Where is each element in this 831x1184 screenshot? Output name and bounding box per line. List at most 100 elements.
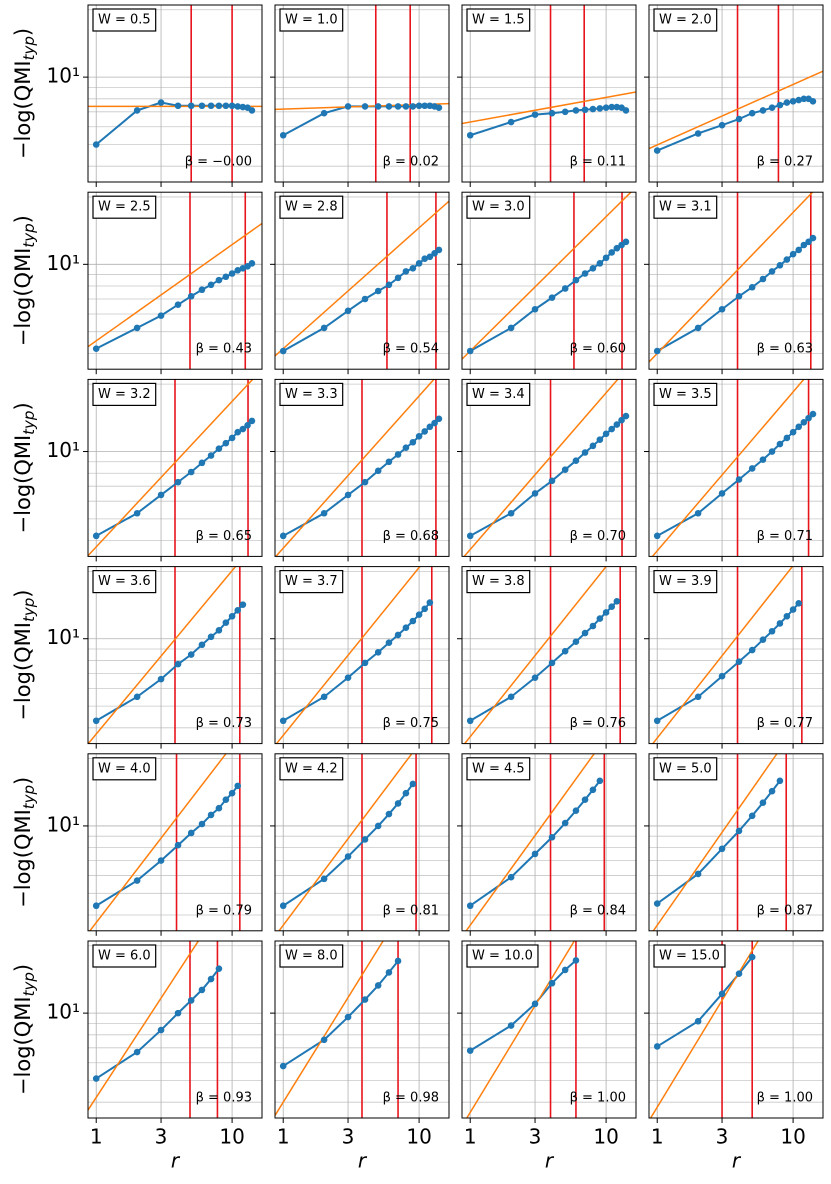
- x-tick-label: 3: [529, 1125, 542, 1149]
- y-axis-label-close: ): [11, 215, 35, 223]
- title-box: [92, 8, 157, 32]
- data-point: [466, 131, 474, 139]
- data-line: [656, 602, 800, 722]
- data-point: [385, 103, 393, 110]
- data-point: [466, 1047, 474, 1054]
- y-axis-label-main: −log(QMI: [11, 60, 35, 159]
- data-point: [361, 103, 369, 110]
- data-point: [92, 1075, 100, 1082]
- beta-label: β = 0.63: [757, 342, 813, 357]
- panel-frame: [461, 753, 637, 932]
- panel-frame: [461, 378, 637, 557]
- y-axis-label-main: −log(QMI: [11, 996, 35, 1095]
- data-point: [694, 130, 702, 137]
- data-point: [279, 532, 287, 540]
- data-point: [320, 324, 328, 332]
- data-point: [215, 102, 223, 110]
- panel: W = 4.5 β = 0.84: [457, 753, 637, 936]
- data-point: [776, 262, 784, 269]
- data-point: [157, 1026, 165, 1034]
- data-point: [394, 274, 402, 282]
- data-point: [409, 617, 417, 625]
- data-point: [174, 102, 182, 110]
- data-point: [394, 800, 402, 807]
- beta-label: β = 0.75: [383, 716, 439, 731]
- data-point: [207, 633, 215, 641]
- data-point: [415, 102, 423, 110]
- fit-line: [651, 566, 794, 744]
- fit-line: [649, 70, 823, 150]
- y-axis-label-close: ): [11, 777, 35, 785]
- y-axis-label: −log(QMItyp): [11, 777, 38, 908]
- data-point: [735, 827, 743, 835]
- data-point: [608, 425, 616, 433]
- data-point: [589, 442, 597, 450]
- panel-title: W = 3.5: [659, 387, 712, 402]
- data-point: [776, 620, 784, 627]
- data-point: [198, 102, 206, 110]
- data-point: [718, 672, 726, 680]
- data-point: [561, 966, 569, 974]
- data-point: [618, 416, 625, 424]
- data-point: [748, 465, 756, 472]
- data-point: [174, 660, 182, 668]
- data-point: [187, 829, 195, 837]
- data-point: [602, 430, 610, 438]
- panel-frame: [461, 566, 637, 745]
- panel-title: W = 3.8: [472, 574, 525, 589]
- panel-title: W = 15.0: [659, 949, 720, 964]
- data-line: [95, 785, 239, 907]
- panel-title: W = 1.0: [285, 13, 338, 28]
- data-point: [596, 105, 604, 112]
- data-line: [656, 237, 814, 352]
- x-tick-label: 1: [90, 1125, 103, 1149]
- data-point: [783, 99, 791, 106]
- fit-line: [275, 941, 384, 1116]
- data-point: [385, 458, 393, 466]
- data-point: [800, 241, 808, 249]
- data-point: [234, 103, 242, 110]
- fit-line: [278, 753, 413, 931]
- data-point: [768, 268, 776, 275]
- y-axis-label-sub: typ: [20, 223, 38, 247]
- data-point: [215, 627, 223, 634]
- panel-title: W = 4.2: [285, 761, 338, 776]
- y-axis-label-main: −log(QMI: [11, 809, 35, 908]
- data-point: [198, 459, 206, 467]
- data-point: [222, 273, 230, 281]
- title-box: [653, 8, 718, 32]
- data-point: [222, 619, 230, 626]
- data-point: [548, 833, 556, 841]
- y-tick-label: 10¹: [47, 625, 80, 649]
- data-point: [133, 877, 141, 884]
- data-point: [653, 900, 661, 907]
- data-point: [431, 419, 438, 427]
- data-point: [92, 902, 100, 910]
- data-point: [207, 102, 215, 110]
- data-point: [466, 532, 474, 540]
- data-point: [759, 799, 767, 806]
- data-point: [279, 902, 287, 910]
- panel: W = 3.7 β = 0.75: [270, 566, 450, 749]
- y-axis-label: −log(QMItyp): [11, 402, 38, 533]
- title-box: [466, 8, 531, 32]
- data-point: [548, 979, 556, 987]
- data-point: [133, 1048, 141, 1056]
- data-point: [207, 811, 215, 819]
- panel-title: W = 2.5: [98, 200, 151, 215]
- data-point: [385, 969, 393, 976]
- data-point: [198, 820, 206, 828]
- panel: 10¹ W = 4.0 β = 0.79 −log(QMItyp): [11, 753, 263, 936]
- data-point: [92, 717, 100, 725]
- data-point: [622, 107, 630, 114]
- panel: W = 2.0 β = 0.27: [644, 4, 824, 187]
- y-axis-label-sub: typ: [20, 36, 38, 60]
- data-point: [735, 476, 743, 483]
- data-point: [572, 807, 580, 814]
- data-point: [694, 870, 702, 878]
- x-tick-label: 3: [342, 1125, 355, 1149]
- data-line: [282, 249, 440, 352]
- beta-label: β = 0.02: [383, 155, 439, 170]
- data-point: [581, 629, 589, 637]
